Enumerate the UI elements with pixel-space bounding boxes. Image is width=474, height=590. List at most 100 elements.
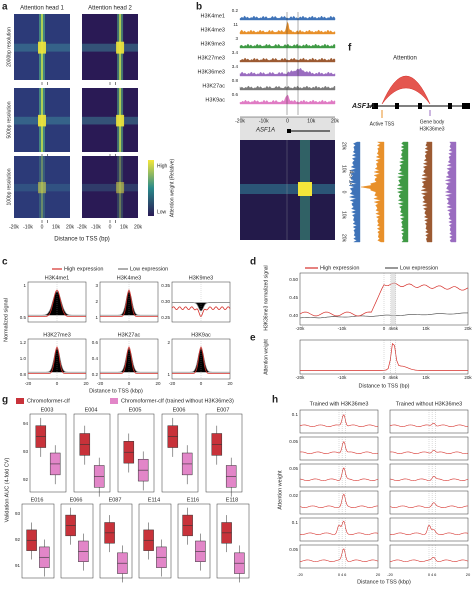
track-signal bbox=[239, 21, 336, 35]
track-max: 0.8 bbox=[232, 78, 239, 83]
plot-title: H3K9ac bbox=[191, 332, 211, 338]
y-tick-label: 0.1 bbox=[292, 412, 299, 417]
track-max: 0.2 bbox=[232, 8, 239, 13]
side-track bbox=[444, 141, 457, 243]
y-tick-label: 1.2 bbox=[20, 340, 27, 345]
heatmap-hotspot bbox=[38, 41, 46, 54]
highlight bbox=[390, 273, 396, 325]
y-tick-label: 94 bbox=[23, 421, 29, 426]
x-tick-label: 0 bbox=[200, 381, 203, 386]
x-tick-label: 0 bbox=[383, 375, 386, 380]
plot-title: E116 bbox=[187, 497, 199, 503]
y-tick-label: 3 bbox=[95, 283, 98, 288]
plot-title: E007 bbox=[217, 407, 230, 413]
track-signal bbox=[239, 94, 336, 105]
y-tick-label: 93 bbox=[15, 511, 21, 516]
column-title: Attention head 1 bbox=[20, 6, 64, 12]
legend-label: High expression bbox=[64, 266, 103, 272]
x-tick-label: 10k bbox=[422, 375, 430, 380]
plot-frame bbox=[299, 490, 379, 515]
plot-title: E004 bbox=[85, 407, 98, 413]
x-tick-label: -20 bbox=[169, 381, 176, 386]
attention-arc bbox=[381, 75, 431, 105]
x-tick-label: 20 bbox=[376, 572, 381, 577]
y-tick-label: 0.40 bbox=[289, 313, 298, 318]
track-max: 0.6 bbox=[232, 92, 239, 97]
x-tick-label: -20k bbox=[77, 224, 87, 230]
y-tick-label: 93 bbox=[23, 449, 29, 454]
plot-frame bbox=[389, 436, 469, 461]
plot-frame bbox=[389, 490, 469, 515]
legend-swatch bbox=[110, 398, 118, 404]
legend-swatch bbox=[16, 398, 24, 404]
heatmap-band bbox=[82, 116, 138, 125]
side-tick-label: 10k bbox=[341, 165, 347, 174]
track-max: 3.4 bbox=[232, 64, 239, 69]
track-label: H3K27me3 bbox=[197, 55, 225, 61]
annotation: Active TSS bbox=[370, 121, 395, 127]
track-label: H3K9me3 bbox=[201, 41, 225, 47]
y-tick-label: 0.50 bbox=[289, 277, 298, 282]
x-tick-label: 0 bbox=[338, 572, 341, 577]
track-signal bbox=[239, 85, 336, 91]
x-tick-label: 0 bbox=[41, 224, 44, 230]
y-axis-label: Validation AUC (4-fold CV) bbox=[4, 457, 10, 522]
y-axis-label: Attention weight bbox=[263, 339, 269, 375]
plot-title: H3K27ac bbox=[118, 332, 141, 338]
plot-title: H3K4me1 bbox=[45, 275, 69, 281]
x-tick-label: -20 bbox=[25, 381, 32, 386]
side-track bbox=[396, 141, 409, 243]
plot-frame bbox=[389, 409, 469, 434]
side-tick-label: 10k bbox=[341, 211, 347, 220]
x-tick-label: 20 bbox=[83, 381, 89, 386]
side-tick-label: 0 bbox=[341, 191, 347, 194]
y-tick-label: 0.05 bbox=[289, 466, 298, 471]
x-tick-label: 4k6k bbox=[388, 326, 398, 331]
y-tick-label: 0.5 bbox=[20, 315, 27, 320]
x-tick-label: 10k bbox=[422, 326, 430, 331]
x-tick-label: 10k bbox=[307, 118, 316, 124]
y-tick-label: 1 bbox=[95, 315, 98, 320]
low-curve bbox=[28, 290, 86, 316]
legend-label: High expression bbox=[320, 265, 359, 271]
x-tick-label: -10k bbox=[338, 326, 348, 331]
x-tick-label: 4 bbox=[341, 572, 344, 577]
legend-label: Chromoformer-clf bbox=[27, 398, 70, 404]
y-tick-label: 91 bbox=[15, 563, 21, 568]
plot-frame bbox=[99, 503, 133, 579]
side-tick-label: 20k bbox=[341, 234, 347, 243]
track-label: H3K4me1 bbox=[201, 13, 225, 19]
plot-title: E005 bbox=[129, 407, 142, 413]
y-tick-label: 0.05 bbox=[289, 439, 298, 444]
side-tick-label: 20k bbox=[341, 142, 347, 151]
heatmap-hotspot bbox=[38, 114, 46, 127]
plot-frame bbox=[21, 503, 55, 579]
track-signal bbox=[239, 15, 336, 21]
colorbar-label: High bbox=[157, 163, 168, 169]
x-tick-label: 0 bbox=[56, 381, 59, 386]
x-tick-label: 20 bbox=[227, 381, 233, 386]
x-tick-label: -10k bbox=[91, 224, 101, 230]
x-tick-label: 0 bbox=[128, 381, 131, 386]
heatmap-hotspot bbox=[298, 182, 312, 196]
y-tick-label: 1 bbox=[167, 372, 170, 377]
x-axis-label: Distance to TSS (kbp) bbox=[89, 388, 143, 394]
exon bbox=[448, 103, 452, 109]
y-axis-label: H3K36me3 normalized signal bbox=[263, 265, 269, 330]
x-tick-label: 4 bbox=[431, 572, 434, 577]
attention-curve bbox=[299, 440, 379, 454]
x-tick-label: 0 bbox=[383, 326, 386, 331]
row-label: 2000bp resolution bbox=[6, 27, 12, 67]
track-label: H3K4me3 bbox=[201, 27, 225, 33]
legend-label: Low expression bbox=[400, 265, 438, 271]
track-signal bbox=[239, 57, 336, 63]
y-tick-label: 0.05 bbox=[289, 547, 298, 552]
column-title: Trained with H3K36me3 bbox=[310, 401, 369, 407]
legend-label: Chromoformer-clf (trained without H3K36m… bbox=[121, 398, 234, 404]
column-title: Trained without H3K36me3 bbox=[396, 401, 462, 407]
plot-title: E016 bbox=[31, 497, 44, 503]
x-tick-label: -20 bbox=[97, 381, 104, 386]
plot-frame bbox=[216, 503, 250, 579]
plot-title: E003 bbox=[41, 407, 54, 413]
x-tick-label: 20 bbox=[466, 572, 471, 577]
